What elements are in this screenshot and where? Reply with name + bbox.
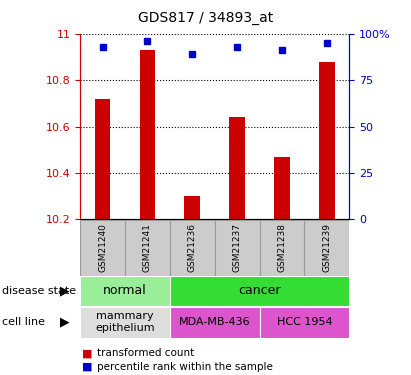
Text: ■: ■ <box>82 348 93 358</box>
Text: GSM21236: GSM21236 <box>188 224 197 272</box>
Bar <box>80 220 125 276</box>
Text: GSM21238: GSM21238 <box>277 224 286 272</box>
Text: ▶: ▶ <box>60 285 70 297</box>
Bar <box>260 220 305 276</box>
Bar <box>80 307 170 338</box>
Bar <box>95 99 111 219</box>
Bar <box>260 307 349 338</box>
Text: ■: ■ <box>82 362 93 372</box>
Bar <box>305 220 349 276</box>
Text: normal: normal <box>103 285 147 297</box>
Text: MDA-MB-436: MDA-MB-436 <box>179 317 251 327</box>
Text: GSM21237: GSM21237 <box>233 224 242 272</box>
Bar <box>170 307 260 338</box>
Text: GSM21240: GSM21240 <box>98 224 107 272</box>
Text: GDS817 / 34893_at: GDS817 / 34893_at <box>138 11 273 25</box>
Text: mammary
epithelium: mammary epithelium <box>95 311 155 333</box>
Bar <box>274 157 290 219</box>
Text: transformed count: transformed count <box>97 348 194 358</box>
Text: GSM21241: GSM21241 <box>143 224 152 272</box>
Text: disease state: disease state <box>2 286 76 296</box>
Bar <box>125 220 170 276</box>
Text: percentile rank within the sample: percentile rank within the sample <box>97 362 272 372</box>
Text: cell line: cell line <box>2 317 45 327</box>
Text: HCC 1954: HCC 1954 <box>277 317 332 327</box>
Bar <box>80 276 170 306</box>
Bar <box>185 196 200 219</box>
Text: GSM21239: GSM21239 <box>322 224 331 272</box>
Text: ▶: ▶ <box>60 316 70 328</box>
Bar <box>229 117 245 219</box>
Text: cancer: cancer <box>238 285 281 297</box>
Bar <box>215 220 260 276</box>
Bar <box>170 220 215 276</box>
Bar <box>140 50 155 219</box>
Bar <box>319 62 335 219</box>
Bar <box>170 276 349 306</box>
